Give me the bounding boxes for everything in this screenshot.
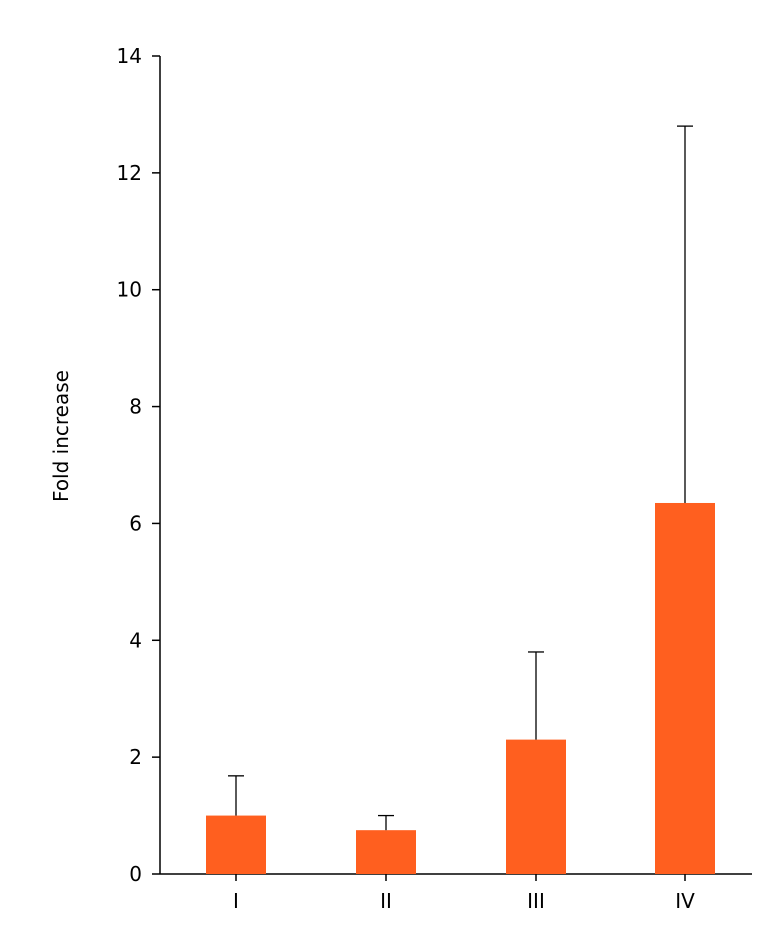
y-tick-label: 0 [129, 862, 142, 886]
bars [206, 502, 715, 874]
y-tick-label: 8 [129, 395, 142, 419]
x-ticks: I II III IV [233, 874, 695, 913]
bar-IV [655, 502, 715, 874]
x-tick-label-I: I [233, 889, 239, 913]
bar-III [506, 739, 566, 874]
y-tick-label: 10 [117, 278, 142, 302]
x-tick-label-III: III [527, 889, 545, 913]
y-tick-label: 2 [129, 745, 142, 769]
error-bars [228, 125, 693, 831]
y-tick-label: 12 [117, 161, 142, 185]
x-tick-label-IV: IV [675, 889, 695, 913]
bar-II [356, 830, 416, 874]
x-tick-label-II: II [380, 889, 392, 913]
y-tick-label: 4 [129, 628, 142, 652]
y-axis-title: Fold increase [49, 370, 73, 502]
y-tick-label: 14 [117, 44, 142, 68]
y-tick-label: 6 [129, 511, 142, 535]
y-ticks: 0 2 4 6 8 10 12 14 [117, 44, 160, 886]
bar-I [206, 815, 266, 874]
